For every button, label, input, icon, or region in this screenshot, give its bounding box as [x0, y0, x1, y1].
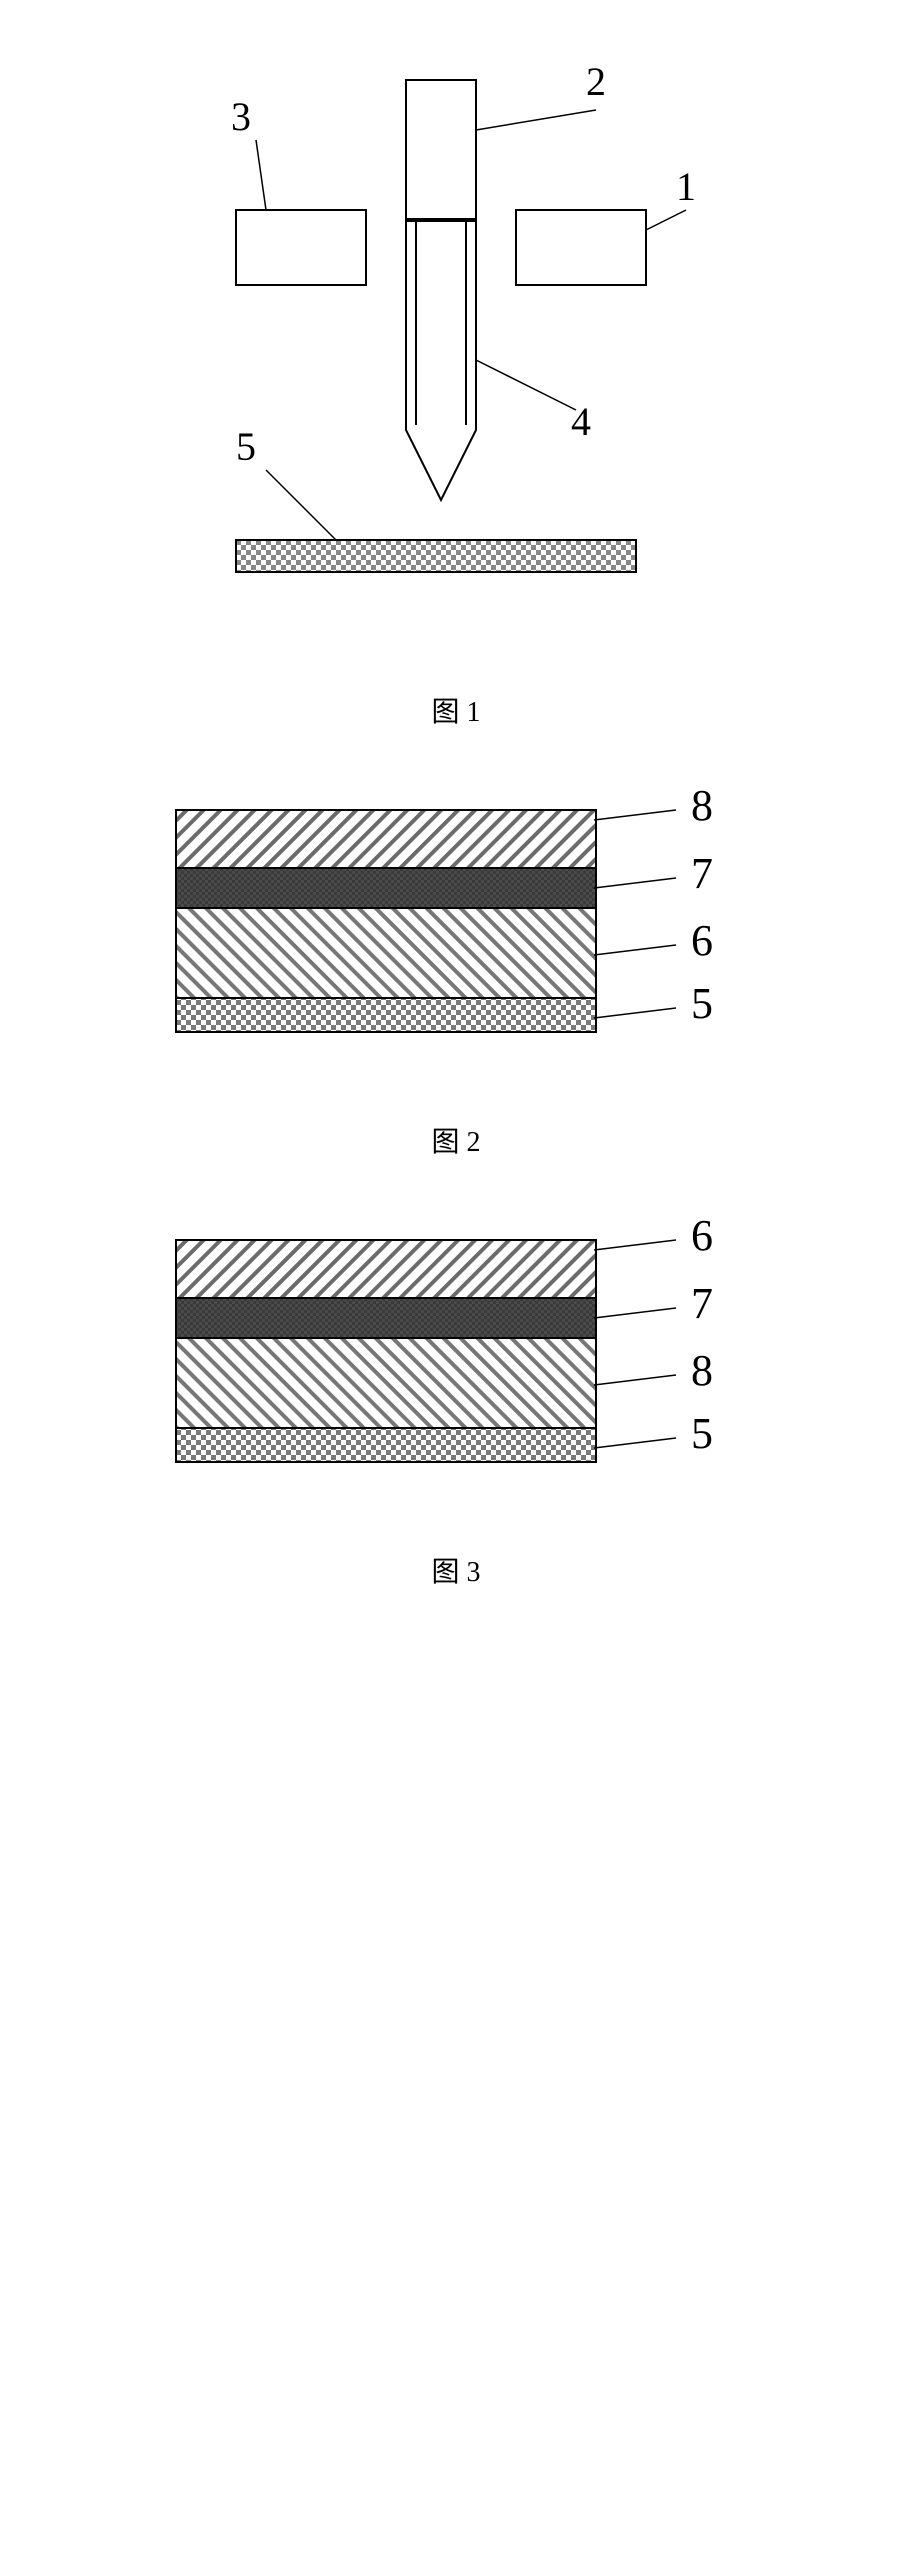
- layer-mid: [176, 1338, 596, 1428]
- figure-3-diagram: 6 7 8 5: [136, 1220, 776, 1520]
- figure-2-caption: 图 2: [431, 1120, 480, 1160]
- layer-sub: [176, 998, 596, 1032]
- figure-2-diagram: 8 7 6 5: [136, 790, 776, 1090]
- label-4: 4: [571, 399, 591, 444]
- layer-mid: [176, 908, 596, 998]
- label-1: 1: [676, 164, 696, 209]
- figure-1-block: 2 1 3 4 5 图 1: [176, 40, 736, 730]
- layer-top: [176, 810, 596, 868]
- label-7: 7: [691, 849, 713, 898]
- left-box: [236, 210, 366, 285]
- figure-1-diagram: 2 1 3 4 5: [176, 40, 736, 660]
- figure-2-block: 8 7 6 5 图 2: [136, 790, 776, 1160]
- figure-3-caption: 图 3: [431, 1550, 480, 1590]
- label-3: 3: [231, 94, 251, 139]
- layer-top: [176, 1240, 596, 1298]
- substrate: [236, 540, 636, 572]
- layer-dark: [176, 1298, 596, 1338]
- label-8: 8: [691, 1346, 713, 1395]
- layer-sub: [176, 1428, 596, 1462]
- label-6: 6: [691, 1220, 713, 1260]
- label-5: 5: [236, 424, 256, 469]
- label-7: 7: [691, 1279, 713, 1328]
- label-6: 6: [691, 916, 713, 965]
- label-2: 2: [586, 59, 606, 104]
- right-box: [516, 210, 646, 285]
- label-5: 5: [691, 1409, 713, 1458]
- figure-3-block: 6 7 8 5 图 3: [136, 1220, 776, 1590]
- layer-dark: [176, 868, 596, 908]
- figure-1-caption: 图 1: [431, 690, 480, 730]
- label-5: 5: [691, 979, 713, 1028]
- label-8: 8: [691, 790, 713, 830]
